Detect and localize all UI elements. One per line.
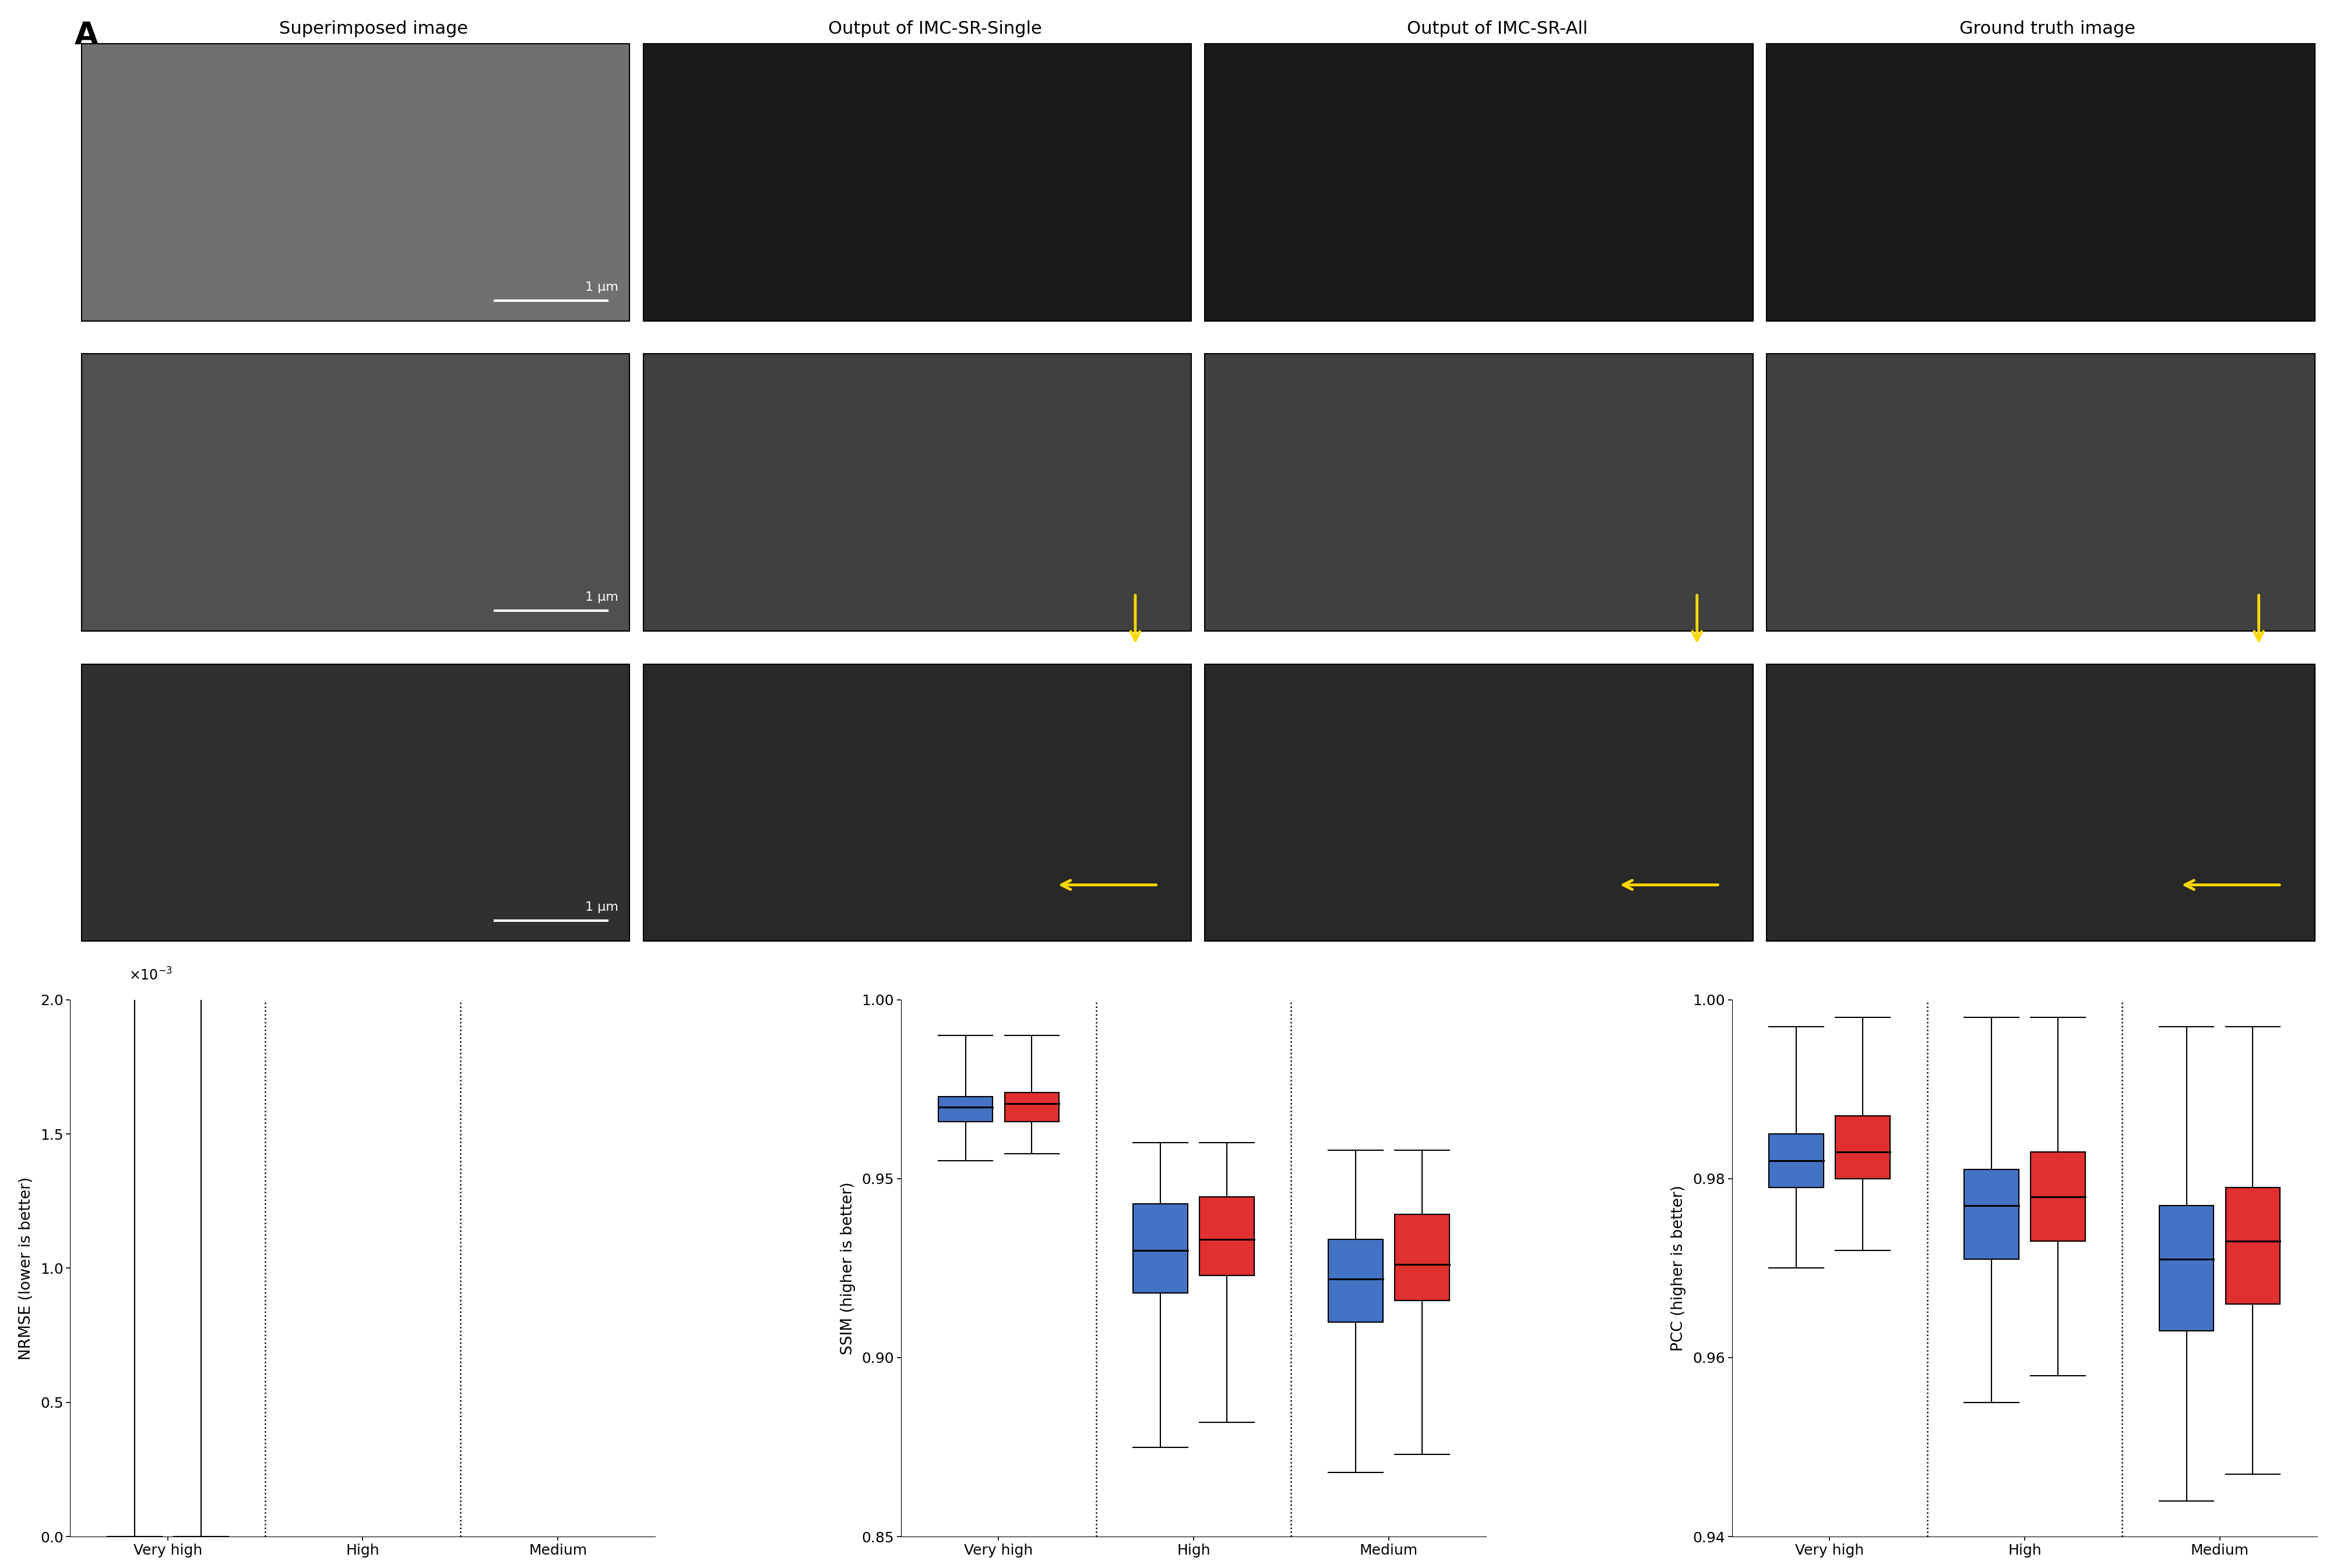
Text: $\times10^{-3}$: $\times10^{-3}$ (129, 967, 173, 983)
FancyBboxPatch shape (82, 354, 629, 632)
Bar (2225, 1187, 2279, 1305)
Y-axis label: SSIM (higher is better): SSIM (higher is better) (840, 1182, 854, 1355)
Bar (1963, 1170, 2017, 1259)
Text: A: A (75, 20, 98, 50)
Text: Output of IMC-SR-Single: Output of IMC-SR-Single (828, 20, 1041, 38)
Bar (1329, 1240, 1383, 1322)
Bar (1395, 1215, 1448, 1300)
Y-axis label: NRMSE (lower is better): NRMSE (lower is better) (19, 1176, 33, 1359)
FancyBboxPatch shape (644, 354, 1191, 632)
Y-axis label: PCC (higher is better): PCC (higher is better) (1671, 1185, 1685, 1352)
FancyBboxPatch shape (1205, 354, 1753, 632)
Bar (1835, 1116, 1891, 1179)
Bar (2029, 1152, 2085, 1242)
FancyBboxPatch shape (1205, 665, 1753, 941)
Bar (938, 1096, 992, 1121)
FancyBboxPatch shape (1205, 44, 1753, 321)
Bar (2157, 1206, 2214, 1331)
FancyBboxPatch shape (644, 44, 1191, 321)
FancyBboxPatch shape (644, 665, 1191, 941)
Bar (1004, 1093, 1058, 1121)
FancyBboxPatch shape (82, 44, 629, 321)
Text: 1 μm: 1 μm (585, 591, 618, 604)
Text: Ground truth image: Ground truth image (1959, 20, 2134, 38)
FancyBboxPatch shape (1767, 44, 2314, 321)
Bar (1133, 1204, 1189, 1294)
Bar (1200, 1196, 1254, 1275)
Text: 1 μm: 1 μm (585, 281, 618, 293)
Text: 1 μm: 1 μm (585, 902, 618, 913)
FancyBboxPatch shape (82, 665, 629, 941)
FancyBboxPatch shape (1767, 354, 2314, 632)
Bar (1769, 1134, 1823, 1187)
Text: Superimposed image: Superimposed image (278, 20, 468, 38)
Text: Output of IMC-SR-All: Output of IMC-SR-All (1406, 20, 1587, 38)
FancyBboxPatch shape (1767, 665, 2314, 941)
